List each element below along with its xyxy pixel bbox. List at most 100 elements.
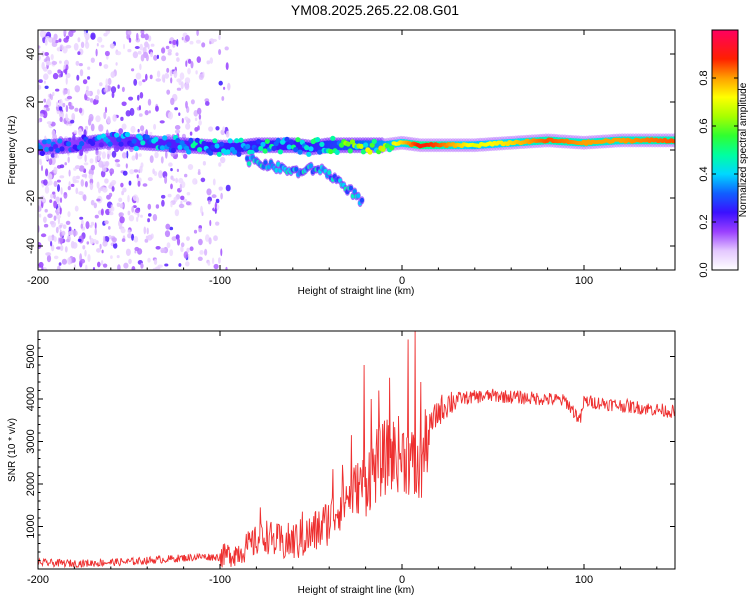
noise-blob (96, 89, 100, 95)
noise-blob (104, 220, 109, 225)
noise-blob (107, 116, 111, 124)
ridge-core (55, 147, 61, 153)
heatmap-y-tick-label: 40 (25, 48, 37, 60)
noise-blob (67, 211, 71, 218)
noise-blob (133, 78, 138, 86)
noise-blob (178, 112, 181, 116)
ridge-core (358, 143, 364, 149)
noise-blob (90, 164, 96, 171)
ridge-core (271, 145, 277, 151)
noise-blob (160, 247, 166, 253)
noise-blob (131, 155, 136, 161)
noise-blob (59, 207, 62, 215)
noise-blob (144, 41, 149, 48)
noise-blob (140, 30, 145, 35)
noise-blob (86, 241, 90, 245)
noise-blob (140, 214, 143, 218)
noise-blob (168, 162, 173, 167)
ridge-core (262, 148, 268, 154)
noise-blob (224, 46, 229, 51)
noise-blob (82, 79, 88, 85)
noise-blob (107, 77, 112, 86)
noise-blob (47, 97, 51, 105)
noise-blob (79, 69, 84, 77)
noise-blob (43, 73, 49, 80)
noise-blob (135, 72, 142, 80)
noise-blob (49, 199, 53, 204)
noise-blob (167, 52, 172, 56)
noise-blob (51, 37, 56, 45)
noise-blob (213, 263, 219, 270)
noise-blob (136, 216, 139, 222)
noise-blob (181, 117, 184, 124)
noise-blob (58, 106, 63, 111)
noise-blob (89, 98, 94, 103)
noise-blob (41, 51, 45, 57)
noise-blob (55, 88, 60, 92)
noise-blob (153, 54, 158, 61)
noise-blob (123, 262, 129, 269)
branch-core (356, 193, 361, 199)
noise-blob (208, 237, 212, 245)
noise-blob (185, 123, 191, 130)
ridge-core (236, 151, 242, 157)
noise-blob (176, 237, 181, 246)
noise-blob (85, 38, 88, 45)
colorbar-tick-label: 0.4 (698, 166, 710, 181)
ridge-core (238, 137, 244, 143)
noise-blob (90, 123, 95, 132)
noise-blob (41, 165, 43, 172)
ridge-core (44, 146, 50, 152)
noise-blob (185, 261, 190, 267)
snr-y-tick-label: 2000 (25, 472, 37, 496)
snr-series-line (38, 331, 675, 569)
noise-blob (130, 125, 136, 134)
noise-blob (208, 200, 211, 205)
noise-blob (187, 58, 192, 64)
ridge-core (334, 149, 340, 155)
colorbar-tick-label: 0.6 (698, 118, 710, 133)
noise-blob (134, 250, 137, 254)
noise-blob (127, 194, 130, 203)
noise-blob (140, 33, 146, 39)
noise-blob (57, 184, 60, 192)
noise-blob (99, 243, 102, 250)
noise-blob (75, 187, 79, 195)
ridge-core (194, 137, 200, 143)
noise-blob (137, 248, 143, 255)
ridge-core (304, 145, 310, 151)
noise-blob (70, 183, 75, 187)
noise-blob (180, 81, 184, 90)
noise-blob (215, 198, 220, 204)
noise-blob (225, 62, 229, 70)
noise-blob (43, 216, 47, 223)
noise-blob (122, 170, 128, 176)
noise-blob (175, 177, 179, 184)
noise-blob (84, 249, 87, 257)
noise-blob (161, 47, 166, 54)
noise-blob (59, 60, 62, 64)
noise-blob (129, 169, 135, 175)
noise-blob (220, 248, 223, 257)
colorbar (711, 29, 739, 271)
noise-blob (95, 150, 100, 156)
noise-blob (119, 203, 124, 209)
noise-blob (190, 60, 194, 69)
noise-blob (147, 203, 152, 210)
noise-blob (48, 180, 53, 186)
noise-blob (189, 131, 193, 136)
noise-blob (194, 126, 199, 132)
noise-blob (77, 238, 82, 242)
noise-blob (218, 80, 223, 86)
noise-blob (75, 165, 81, 170)
noise-blob (57, 265, 61, 270)
noise-blob (206, 188, 212, 196)
noise-blob (77, 37, 81, 43)
noise-blob (176, 168, 179, 172)
noise-blob (164, 230, 171, 238)
noise-blob (198, 114, 202, 120)
noise-blob (46, 121, 53, 125)
ridge-core (124, 131, 131, 138)
branch-core (276, 161, 281, 167)
noise-blob (45, 107, 50, 112)
